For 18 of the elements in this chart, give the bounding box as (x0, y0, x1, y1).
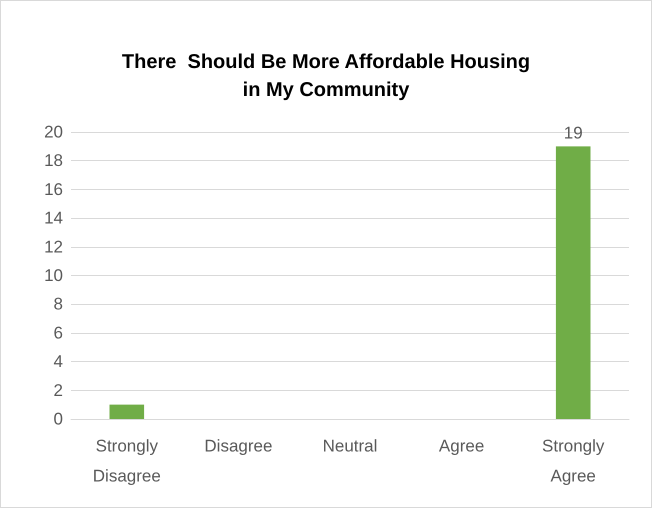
y-tick-label: 4 (54, 352, 63, 372)
y-tick-label: 8 (54, 294, 63, 314)
x-tick-label: Strongly Disagree (92, 436, 161, 486)
y-tick-label: 0 (54, 410, 63, 428)
y-tick-label: 16 (44, 180, 63, 199)
y-tick-label: 10 (44, 266, 63, 285)
x-tick-label: Disagree (204, 436, 272, 456)
data-label: 19 (564, 123, 583, 142)
y-tick-label: 20 (44, 122, 63, 142)
y-tick-label: 2 (54, 380, 63, 400)
x-tick-label: Strongly Agree (542, 436, 605, 486)
x-tick-label: Agree (438, 436, 484, 456)
y-tick-label: 14 (44, 208, 63, 228)
chart-title: There Should Be More Affordable Housing in My Community (122, 51, 530, 101)
x-tick-label: Neutral (322, 436, 378, 456)
y-tick-label: 6 (54, 323, 63, 342)
y-tick-label: 12 (44, 237, 63, 256)
y-tick-label: 18 (44, 151, 63, 170)
